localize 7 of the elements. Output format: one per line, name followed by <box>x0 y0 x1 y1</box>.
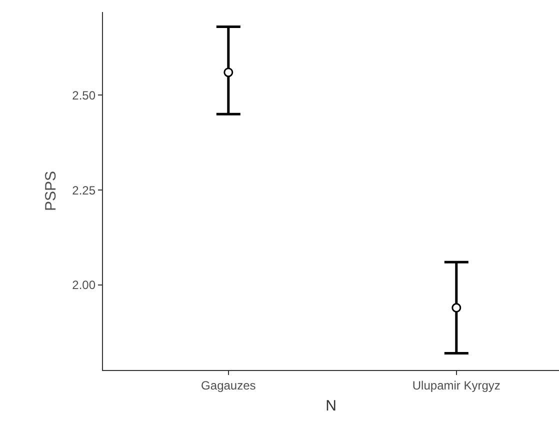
x-tick-label: Gagauzes <box>201 378 256 392</box>
y-axis-title: PSPS <box>42 170 60 212</box>
y-tick-label: 2.50 <box>72 88 96 102</box>
x-axis-title: N <box>326 398 336 414</box>
y-tick-label: 2.25 <box>72 183 96 198</box>
y-tick-label: 2.00 <box>72 278 96 292</box>
x-tick-label: Ulupamir Kyrgyz <box>412 378 500 392</box>
